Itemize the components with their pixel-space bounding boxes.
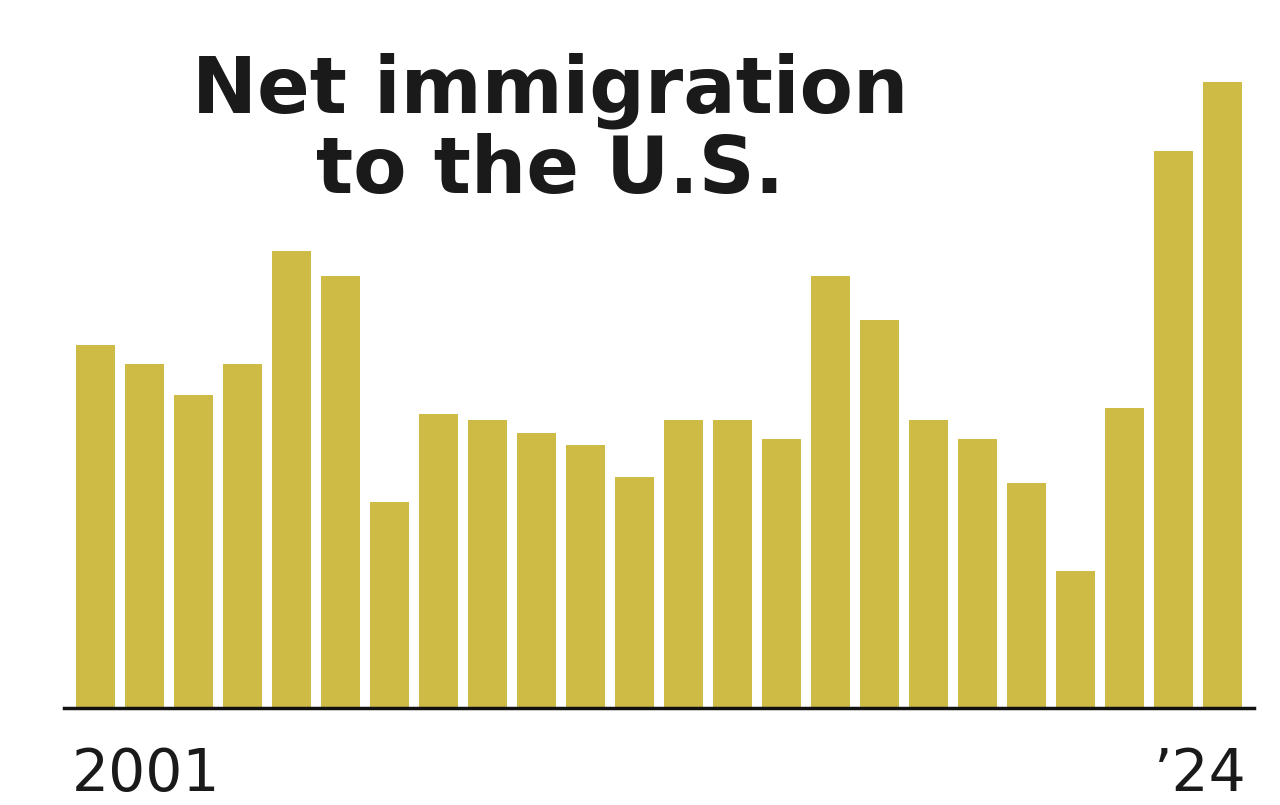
Bar [174,395,214,708]
Bar [468,420,507,708]
Bar [713,420,753,708]
Bar [273,251,311,708]
Bar [957,440,997,708]
Bar [566,445,605,708]
Text: to the U.S.: to the U.S. [316,133,785,208]
Bar [370,502,410,708]
Bar [664,420,703,708]
Bar [1155,151,1193,708]
Bar [223,364,262,708]
Bar [1105,408,1144,708]
Bar [1007,483,1046,708]
Bar [860,320,900,708]
Bar [517,433,557,708]
Bar [1056,571,1096,708]
Bar [909,420,948,708]
Bar [321,276,361,708]
Bar [616,477,654,708]
Text: 2001: 2001 [72,745,220,803]
Bar [1203,82,1242,708]
Bar [77,345,115,708]
Bar [812,276,850,708]
Bar [125,364,164,708]
Bar [419,414,458,708]
Bar [762,440,801,708]
Text: Net immigration: Net immigration [192,52,909,129]
Text: ’24: ’24 [1155,745,1247,803]
